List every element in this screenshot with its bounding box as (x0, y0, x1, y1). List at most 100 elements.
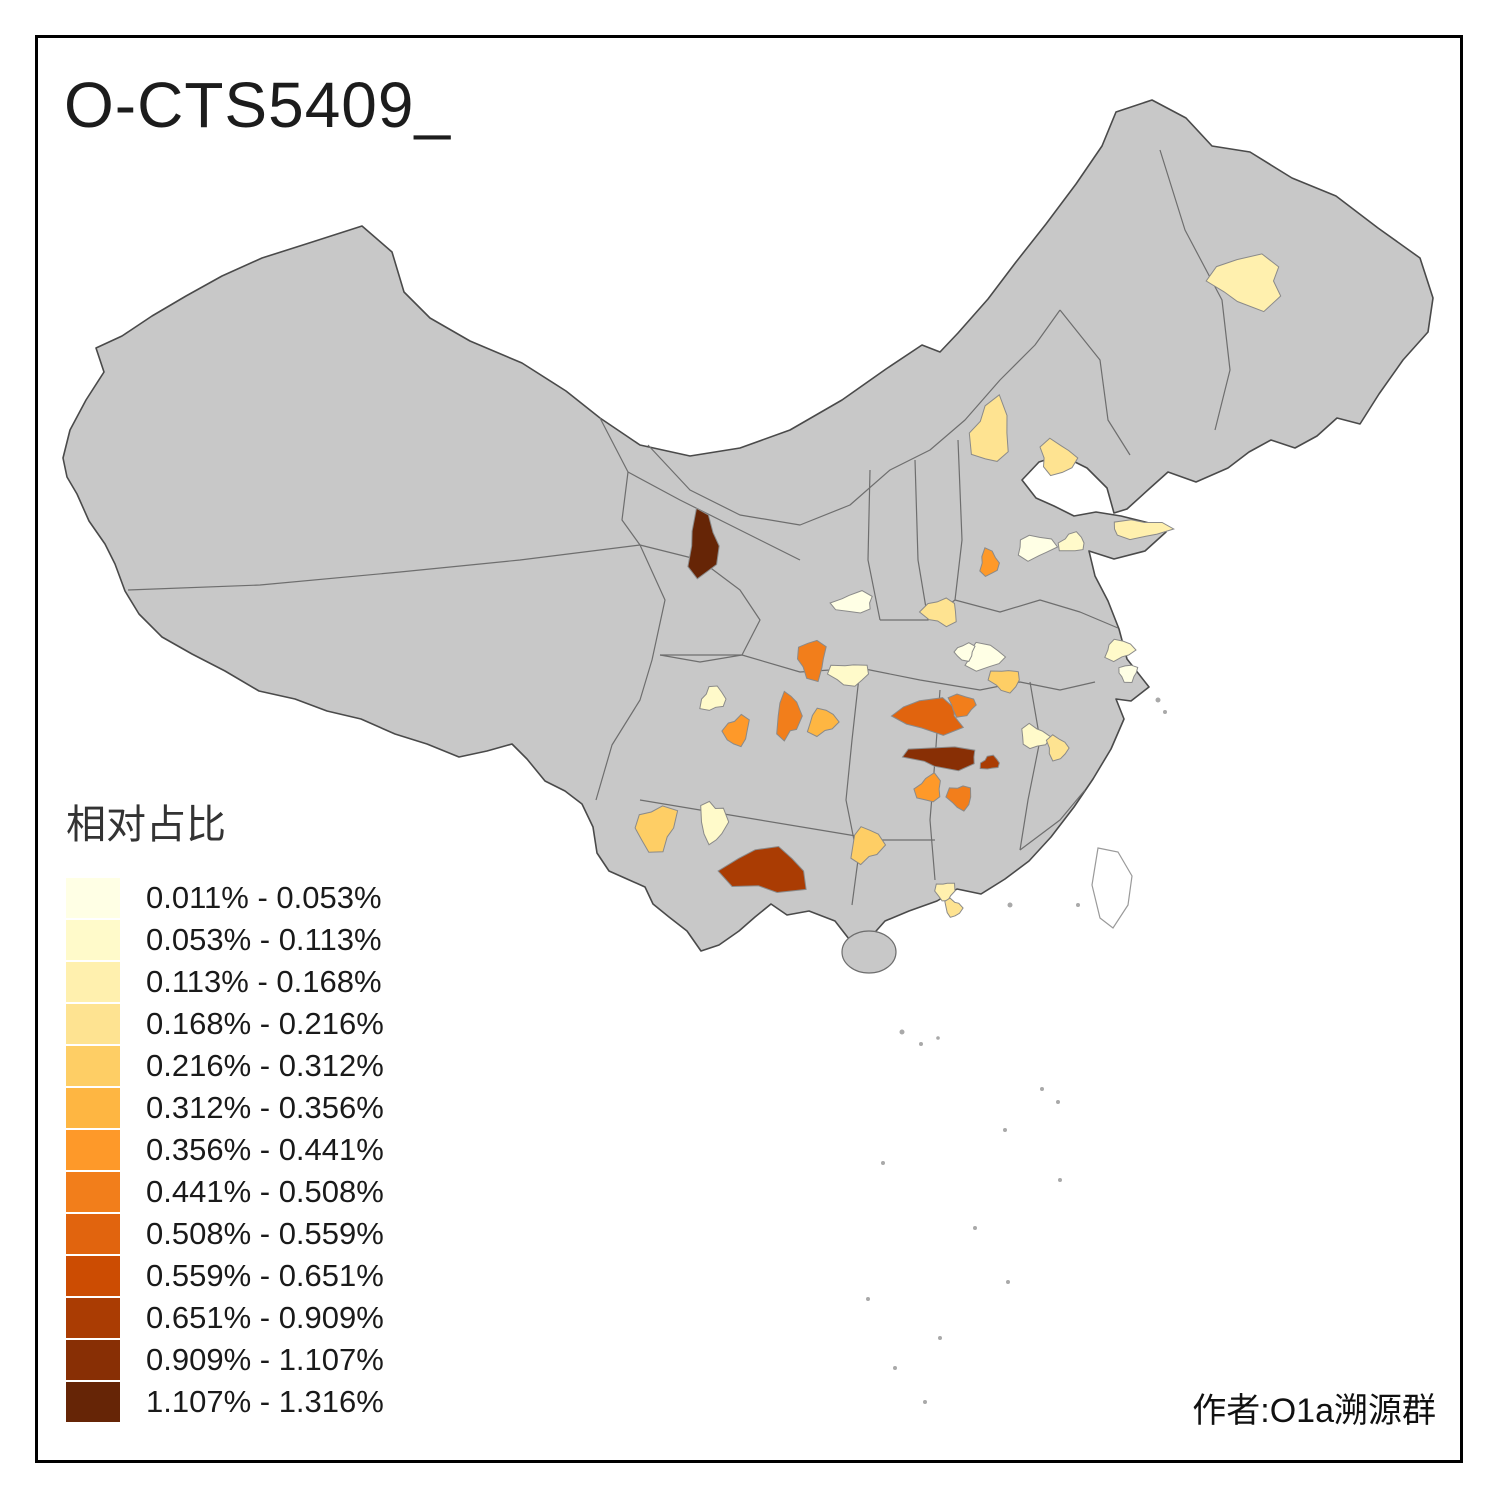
map-region (776, 690, 803, 742)
legend-label: 0.168% - 0.216% (146, 1006, 384, 1041)
island-speck (1058, 1178, 1062, 1182)
map-region (1118, 664, 1139, 684)
attribution: 作者:O1a溯源群 (1192, 1392, 1436, 1430)
legend-label: 0.053% - 0.113% (146, 922, 382, 957)
legend-item: 0.909% - 1.107% (66, 1340, 384, 1380)
legend-swatch (66, 1382, 120, 1422)
legend-label: 1.107% - 1.316% (146, 1384, 384, 1419)
map-region (953, 642, 976, 662)
legend-label: 0.011% - 0.053% (146, 880, 382, 915)
legend-swatch (66, 1046, 120, 1086)
legend-item: 0.011% - 0.053% (66, 878, 384, 918)
island-speck (1040, 1087, 1044, 1091)
legend-label: 0.113% - 0.168% (146, 964, 382, 999)
island-speck (893, 1366, 897, 1370)
legend-item: 1.107% - 1.316% (66, 1382, 384, 1422)
page-title: O-CTS5409_ (64, 69, 452, 141)
legend-swatch (66, 962, 120, 1002)
map-region (1021, 722, 1052, 750)
island-speck (866, 1297, 870, 1301)
legend-swatch (66, 920, 120, 960)
legend-item: 0.168% - 0.216% (66, 1004, 384, 1044)
map-region (699, 685, 727, 711)
island-speck (938, 1336, 942, 1340)
legend-swatch (66, 1004, 120, 1044)
legend-swatch (66, 1088, 120, 1128)
legend-item: 0.356% - 0.441% (66, 1130, 384, 1170)
taiwan-island (1091, 847, 1133, 929)
legend-items: 0.011% - 0.053% 0.053% - 0.113% 0.113% - 0… (66, 878, 384, 1422)
map-region (1205, 253, 1282, 313)
island-speck (936, 1036, 940, 1040)
map-region (979, 547, 1000, 578)
island-speck (1155, 697, 1161, 703)
island-speck (1056, 1100, 1060, 1104)
map-region (901, 746, 976, 772)
map-region (806, 707, 840, 738)
map-region (1113, 519, 1175, 541)
map-region (717, 845, 807, 894)
legend-item: 0.053% - 0.113% (66, 920, 384, 960)
island-speck (973, 1226, 977, 1230)
island-speck (919, 1042, 923, 1046)
legend-swatch (66, 1298, 120, 1338)
map-region (634, 805, 679, 853)
legend-item: 0.113% - 0.168% (66, 962, 384, 1002)
map-region (918, 597, 957, 628)
hainan-island (841, 930, 897, 974)
map-region (913, 772, 941, 803)
map-region (1039, 437, 1079, 477)
legend-label: 0.312% - 0.356% (146, 1090, 384, 1125)
province-borders (127, 149, 1231, 906)
map-region (968, 393, 1009, 462)
map-region (979, 754, 1000, 770)
map-region (700, 800, 730, 846)
map-region (721, 713, 750, 748)
legend-title: 相对占比 (66, 803, 226, 847)
island-speck (1007, 902, 1013, 908)
legend-item: 0.651% - 0.909% (66, 1298, 384, 1338)
island-speck (923, 1400, 927, 1404)
legend-label: 0.508% - 0.559% (146, 1216, 384, 1251)
legend-label: 0.441% - 0.508% (146, 1174, 384, 1209)
legend-swatch (66, 1256, 120, 1296)
map-region (826, 664, 870, 687)
legend-swatch (66, 1214, 120, 1254)
map-region (1104, 638, 1137, 663)
legend-item: 0.441% - 0.508% (66, 1172, 384, 1212)
island-speck (1076, 903, 1080, 907)
legend-label: 0.356% - 0.441% (146, 1132, 384, 1167)
island-speck (1003, 1128, 1007, 1132)
map-region (687, 507, 720, 580)
legend-item: 0.312% - 0.356% (66, 1088, 384, 1128)
map-region (796, 639, 827, 683)
island-speck (899, 1029, 905, 1035)
map-region (987, 670, 1020, 694)
map-region (890, 697, 965, 736)
islands (841, 697, 1167, 1404)
legend-label: 0.216% - 0.312% (146, 1048, 384, 1083)
map-region (944, 897, 964, 918)
map-region (850, 826, 887, 866)
legend-swatch (66, 1172, 120, 1212)
island-speck (881, 1161, 885, 1165)
legend-swatch (66, 1340, 120, 1380)
legend-item: 0.559% - 0.651% (66, 1256, 384, 1296)
island-speck (1163, 710, 1167, 714)
legend-label: 0.559% - 0.651% (146, 1258, 384, 1293)
legend-item: 0.508% - 0.559% (66, 1214, 384, 1254)
legend-item: 0.216% - 0.312% (66, 1046, 384, 1086)
map-region (1045, 734, 1070, 762)
legend-label: 0.651% - 0.909% (146, 1300, 384, 1335)
legend: 相对占比 0.011% - 0.053% 0.053% - 0.113% 0.113… (66, 792, 384, 1424)
map-region (945, 785, 972, 812)
legend-label: 0.909% - 1.107% (146, 1342, 384, 1377)
map-region (1057, 531, 1085, 552)
colored-regions-layer (634, 253, 1282, 918)
china-outline (62, 99, 1434, 958)
map-region (1017, 534, 1059, 562)
island-speck (1006, 1280, 1010, 1284)
map-region (829, 590, 873, 614)
